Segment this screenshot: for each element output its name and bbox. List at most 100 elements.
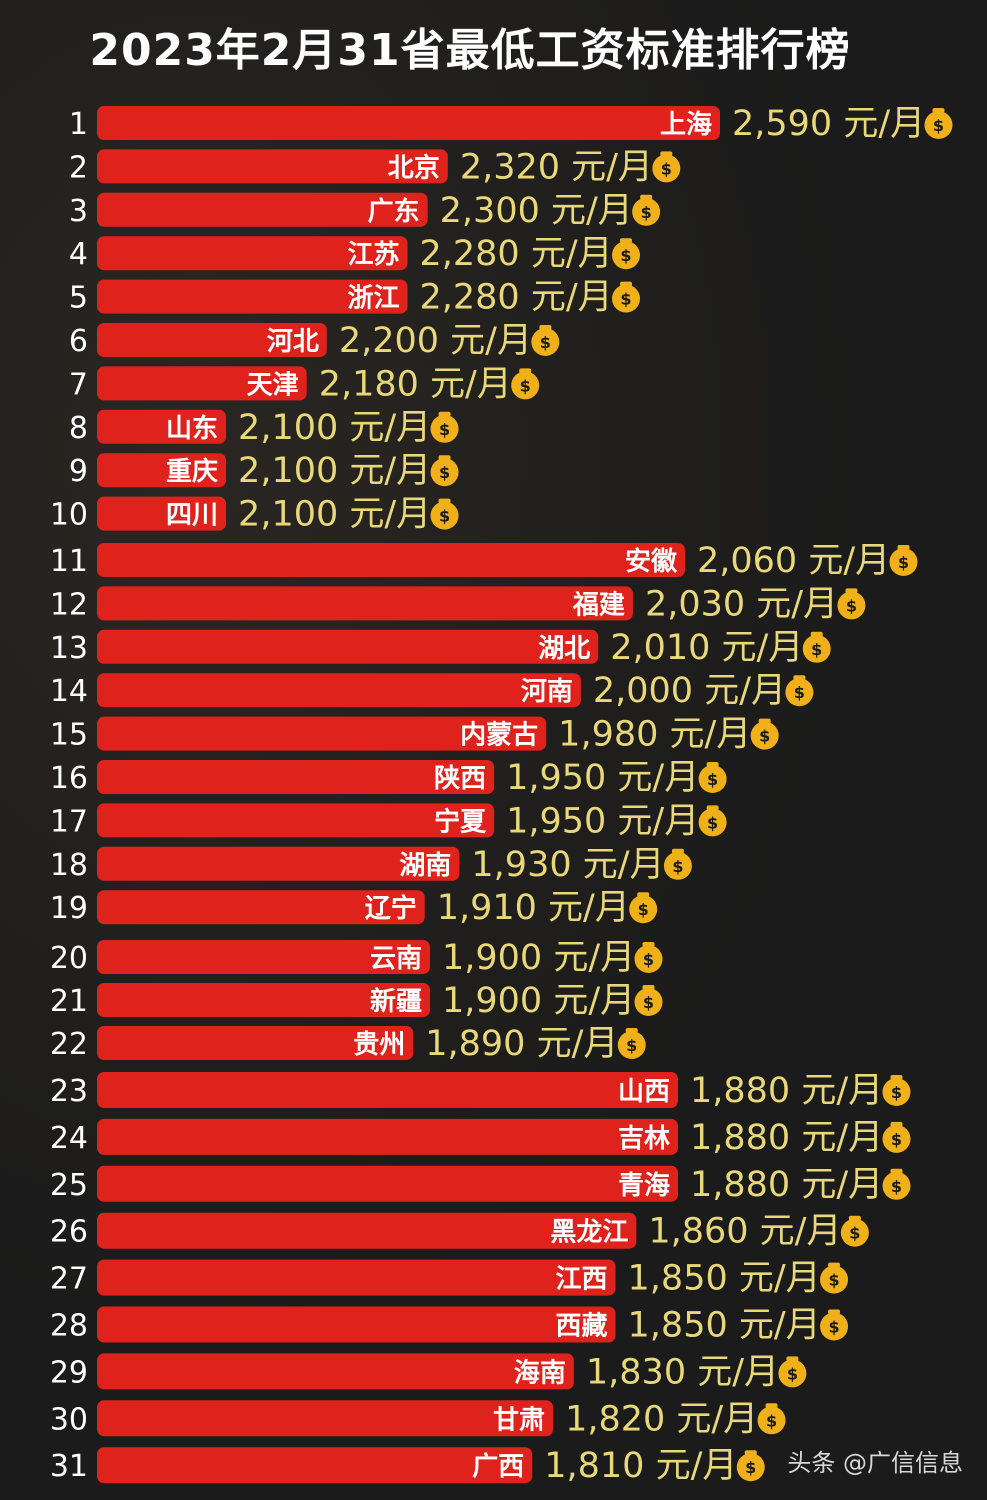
value-label: 2,060 元/月: [697, 541, 890, 581]
value-label: 1,860 元/月: [648, 1212, 841, 1252]
value-label: 2,320 元/月: [460, 147, 653, 187]
rank-label: 7: [69, 367, 88, 402]
value-label: 1,930 元/月: [471, 845, 664, 885]
rank-label: 11: [50, 544, 88, 579]
money-bag-tie: [625, 1028, 638, 1033]
money-bag-icon: [652, 154, 681, 183]
bar: [97, 192, 428, 227]
value-label: 1,950 元/月: [506, 758, 699, 798]
bar-row: 10 四川 2,100 元/月 $: [50, 495, 459, 535]
bar-row: 29 海南 1,830 元/月 $: [50, 1352, 807, 1392]
rank-label: 17: [50, 804, 88, 839]
watermark-text: 头条 @广信信息: [787, 1449, 963, 1477]
value-label: 2,030 元/月: [645, 584, 838, 624]
money-bag-tie: [810, 631, 823, 637]
money-bag-icon: [882, 1171, 911, 1200]
dollar-sign: $: [643, 950, 654, 969]
bar-row: 27 江西 1,850 元/月 $: [50, 1259, 849, 1299]
dollar-sign: $: [933, 116, 944, 135]
rank-label: 3: [69, 194, 88, 229]
dollar-sign: $: [707, 813, 718, 832]
money-bag-icon: [663, 851, 692, 880]
money-bag-tie: [620, 281, 632, 287]
bar-row: 31 广西 1,810 元/月 $: [50, 1446, 765, 1486]
province-label: 贵州: [353, 1030, 405, 1060]
rank-label: 12: [50, 587, 88, 622]
province-label: 西藏: [556, 1312, 608, 1342]
value-label: 2,590 元/月: [732, 104, 925, 144]
money-bag-icon: [924, 111, 953, 139]
value-label: 1,820 元/月: [565, 1399, 758, 1439]
bar: [97, 1165, 678, 1202]
dollar-sign: $: [638, 900, 649, 919]
money-bag-tie: [890, 1121, 903, 1127]
money-bag-icon: [632, 197, 661, 226]
province-label: 浙江: [347, 284, 399, 314]
province-label: 甘肃: [493, 1405, 545, 1435]
value-label: 1,900 元/月: [442, 938, 635, 978]
money-bag-icon: [629, 895, 658, 924]
value-label: 1,900 元/月: [442, 981, 635, 1021]
bar-row: 11 安徽 2,060 元/月 $: [50, 541, 918, 581]
money-bag-tie: [642, 942, 655, 947]
value-label: 2,100 元/月: [238, 451, 431, 491]
bar: [97, 890, 425, 925]
bar: [97, 760, 495, 794]
value-label: 2,180 元/月: [319, 364, 512, 404]
money-bag-icon: [837, 591, 866, 620]
bar: [97, 1353, 574, 1390]
value-label: 2,100 元/月: [238, 408, 431, 448]
dollar-sign: $: [794, 683, 805, 702]
value-label: 2,000 元/月: [593, 671, 786, 711]
bar: [97, 106, 720, 140]
bar-row: 3 广东 2,300 元/月 $: [69, 191, 661, 231]
money-bag-tie: [786, 1356, 799, 1362]
value-label: 2,300 元/月: [440, 191, 633, 231]
rank-label: 20: [50, 941, 88, 976]
money-bag-icon: [882, 1078, 911, 1106]
rank-label: 21: [50, 984, 88, 1019]
bar: [97, 1072, 678, 1108]
dollar-sign: $: [672, 857, 683, 876]
bar-row: 14 河南 2,000 元/月 $: [50, 671, 814, 711]
dollar-sign: $: [439, 420, 450, 439]
bar: [97, 279, 408, 314]
province-label: 湖南: [399, 851, 451, 881]
dollar-sign: $: [891, 1083, 902, 1102]
bar-row: 18 湖南 1,930 元/月 $: [50, 845, 692, 885]
dollar-sign: $: [745, 1458, 756, 1477]
province-label: 青海: [618, 1171, 670, 1201]
bar: [97, 409, 227, 444]
dollar-sign: $: [766, 1411, 777, 1430]
dollar-sign: $: [626, 1036, 637, 1055]
province-label: 福建: [572, 590, 625, 620]
money-bag-icon: [736, 1453, 765, 1482]
bar-row: 24 吉林 1,880 元/月 $: [50, 1118, 911, 1158]
money-bag-icon: [757, 1406, 786, 1435]
money-bag-icon: [612, 284, 640, 313]
province-label: 陕西: [434, 764, 486, 794]
bar: [97, 846, 460, 881]
money-bag-icon: [698, 765, 727, 793]
dollar-sign: $: [828, 1271, 839, 1290]
bar-row: 30 甘肃 1,820 元/月 $: [50, 1399, 786, 1439]
dollar-sign: $: [891, 1130, 902, 1149]
bar-row: 23 山西 1,880 元/月 $: [50, 1071, 911, 1111]
dollar-sign: $: [828, 1318, 839, 1337]
province-label: 湖北: [538, 634, 590, 664]
rank-label: 2: [69, 150, 88, 185]
province-label: 江西: [556, 1265, 608, 1295]
rank-label: 8: [69, 411, 88, 446]
money-bag-tie: [848, 1215, 861, 1221]
province-label: 黑龙江: [550, 1218, 628, 1248]
bar: [97, 366, 307, 401]
value-label: 2,200 元/月: [339, 321, 532, 361]
money-bag-tie: [438, 455, 451, 461]
province-label: 四川: [166, 501, 218, 531]
money-bag-tie: [660, 151, 673, 157]
rank-label: 4: [69, 237, 88, 272]
bar: [97, 323, 327, 357]
bar: [97, 1447, 533, 1484]
money-bag-tie: [758, 718, 771, 724]
dollar-sign: $: [439, 507, 450, 526]
